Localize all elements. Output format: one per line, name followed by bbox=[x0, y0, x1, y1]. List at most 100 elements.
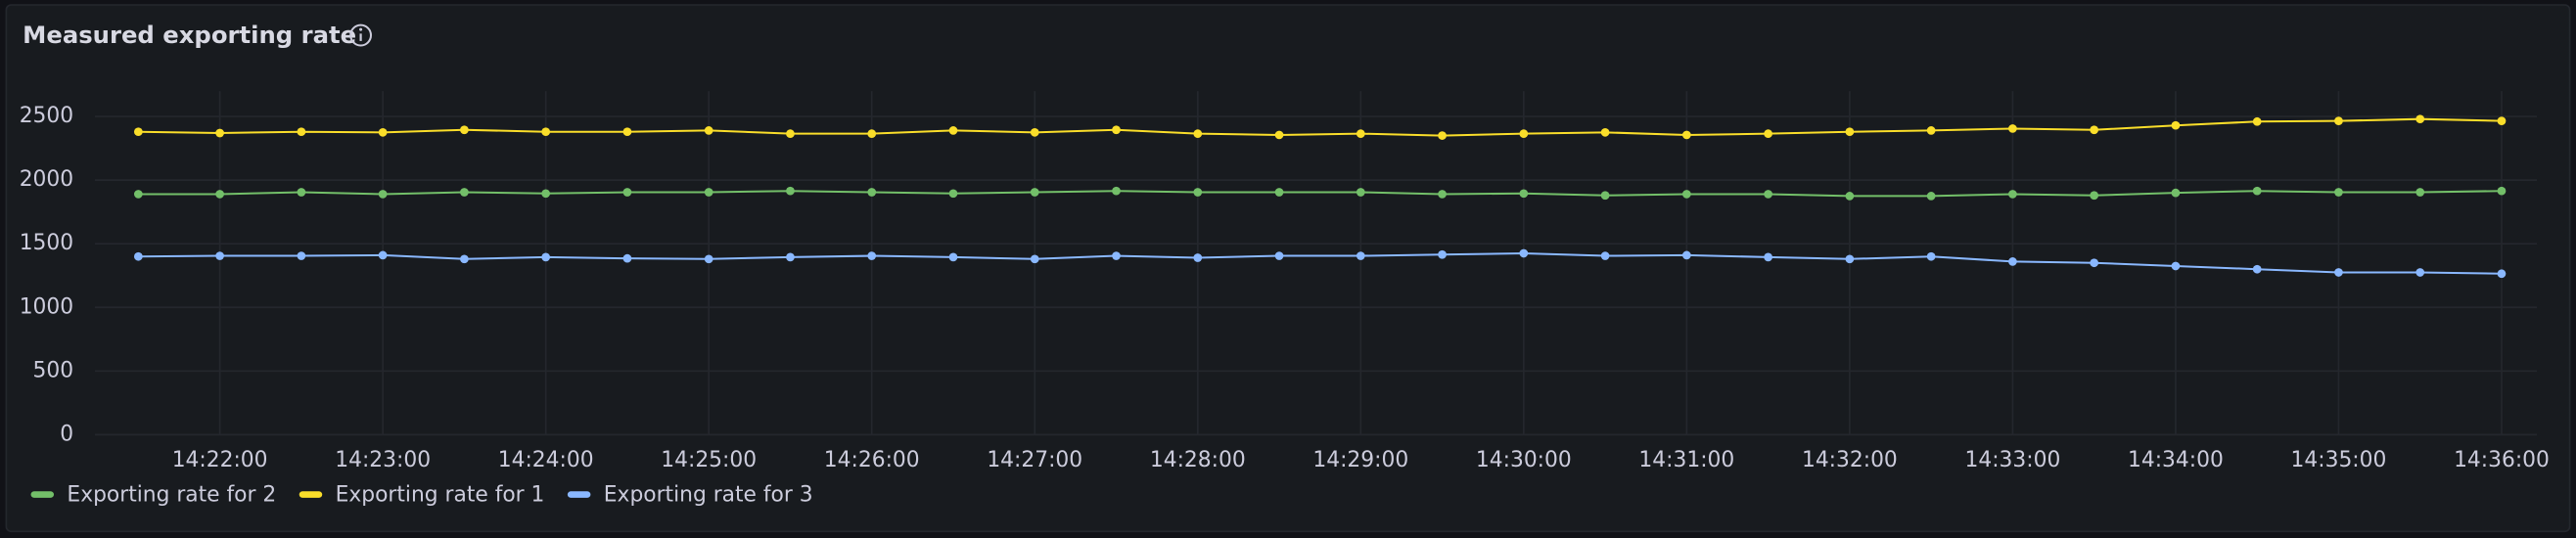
data-point bbox=[1112, 251, 1121, 260]
legend-label: Exporting rate for 1 bbox=[336, 482, 545, 507]
x-tick-label: 14:23:00 bbox=[335, 448, 431, 472]
data-point bbox=[1764, 252, 1772, 262]
legend-item[interactable]: Exporting rate for 1 bbox=[299, 482, 545, 507]
data-point bbox=[1845, 127, 1855, 137]
data-point bbox=[1356, 251, 1365, 260]
data-point bbox=[1356, 129, 1365, 139]
legend-item[interactable]: Exporting rate for 2 bbox=[30, 482, 277, 507]
data-point bbox=[2171, 188, 2181, 198]
data-point bbox=[378, 127, 388, 137]
x-tick-label: 14:27:00 bbox=[987, 448, 1082, 472]
data-point bbox=[622, 127, 632, 137]
series-line bbox=[138, 190, 2502, 198]
data-point bbox=[1600, 127, 1610, 137]
data-point bbox=[948, 126, 958, 135]
data-point bbox=[622, 253, 632, 263]
x-tick-label: 14:35:00 bbox=[2291, 448, 2387, 472]
x-tick-label: 14:26:00 bbox=[824, 448, 920, 472]
data-point bbox=[704, 254, 713, 264]
data-point bbox=[1274, 130, 1284, 140]
data-point bbox=[297, 251, 306, 260]
data-point bbox=[1356, 188, 1365, 197]
legend-swatch bbox=[30, 491, 55, 498]
data-point bbox=[948, 252, 958, 262]
data-point bbox=[133, 190, 143, 199]
data-point bbox=[2415, 268, 2425, 277]
data-point bbox=[2415, 188, 2425, 197]
data-point bbox=[1438, 131, 1447, 140]
x-tick-label: 14:22:00 bbox=[172, 448, 268, 472]
legend-item[interactable]: Exporting rate for 3 bbox=[567, 482, 813, 507]
data-point bbox=[1764, 190, 1772, 199]
y-tick-label: 1000 bbox=[20, 294, 73, 319]
data-point bbox=[541, 189, 551, 199]
x-tick-label: 14:29:00 bbox=[1312, 448, 1408, 472]
data-point bbox=[2334, 188, 2343, 197]
x-tick-label: 14:36:00 bbox=[2454, 448, 2550, 472]
x-tick-label: 14:34:00 bbox=[2128, 448, 2224, 472]
data-point bbox=[1112, 186, 1121, 196]
x-tick-label: 14:30:00 bbox=[1476, 448, 1572, 472]
data-point bbox=[1681, 130, 1691, 140]
y-tick-label: 500 bbox=[33, 358, 74, 382]
data-point bbox=[2497, 269, 2507, 279]
data-point bbox=[1600, 251, 1610, 260]
y-tick-label: 1500 bbox=[20, 231, 73, 255]
data-point bbox=[297, 127, 306, 137]
data-point bbox=[2171, 261, 2181, 271]
y-tick-label: 2000 bbox=[20, 167, 73, 192]
data-point bbox=[1438, 249, 1447, 259]
data-point bbox=[2252, 116, 2262, 126]
data-point bbox=[2334, 116, 2343, 125]
data-point bbox=[786, 252, 795, 262]
data-point bbox=[1030, 254, 1039, 264]
data-point bbox=[1193, 129, 1203, 139]
data-point bbox=[1519, 248, 1529, 258]
data-point bbox=[1600, 191, 1610, 201]
legend-swatch bbox=[299, 491, 323, 498]
data-point bbox=[1030, 188, 1039, 197]
data-point bbox=[622, 188, 632, 197]
data-point bbox=[1845, 254, 1855, 264]
data-point bbox=[2090, 125, 2099, 135]
data-point bbox=[2497, 116, 2507, 125]
x-tick-label: 14:24:00 bbox=[498, 448, 594, 472]
data-point bbox=[867, 129, 877, 139]
data-point bbox=[215, 128, 224, 138]
data-point bbox=[2252, 264, 2262, 274]
panel-bg bbox=[5, 4, 2571, 533]
data-point bbox=[1926, 251, 1936, 261]
data-point bbox=[1519, 129, 1529, 139]
data-point bbox=[2415, 114, 2425, 124]
data-point bbox=[541, 252, 551, 262]
legend-swatch bbox=[567, 491, 591, 498]
data-point bbox=[2090, 258, 2099, 268]
data-point bbox=[1438, 190, 1447, 199]
legend-label: Exporting rate for 3 bbox=[604, 482, 813, 507]
data-point bbox=[1274, 188, 1284, 197]
data-point bbox=[1274, 251, 1284, 260]
data-point bbox=[378, 250, 388, 260]
data-point bbox=[2008, 257, 2017, 266]
data-point bbox=[1193, 188, 1203, 197]
data-point bbox=[297, 188, 306, 197]
data-point bbox=[215, 190, 224, 199]
data-point bbox=[2497, 186, 2507, 196]
data-point bbox=[133, 251, 143, 261]
data-point bbox=[1764, 129, 1772, 139]
data-point bbox=[460, 254, 469, 264]
data-point bbox=[704, 188, 713, 197]
x-tick-label: 14:32:00 bbox=[1802, 448, 1898, 472]
y-tick-label: 2500 bbox=[20, 104, 73, 128]
info-icon[interactable] bbox=[349, 23, 372, 47]
x-tick-label: 14:25:00 bbox=[661, 448, 757, 472]
data-point bbox=[2090, 191, 2099, 201]
data-point bbox=[1030, 127, 1039, 137]
panel-title: Measured exporting rate bbox=[23, 21, 356, 49]
data-point bbox=[2252, 186, 2262, 196]
data-point bbox=[867, 188, 877, 197]
data-point bbox=[786, 129, 795, 139]
series-line bbox=[138, 117, 2503, 137]
